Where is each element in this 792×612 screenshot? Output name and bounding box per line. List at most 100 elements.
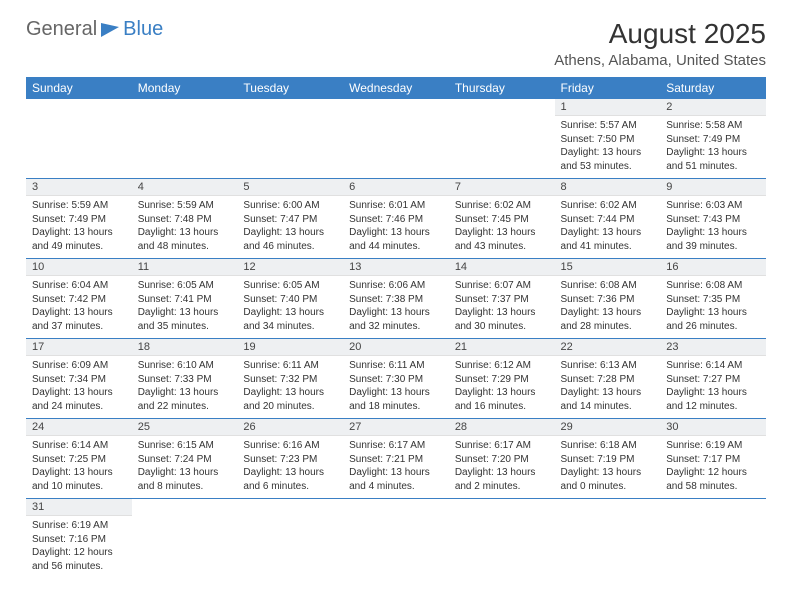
calendar-empty-cell (449, 99, 555, 179)
calendar-day-cell: 8Sunrise: 6:02 AMSunset: 7:44 PMDaylight… (555, 179, 661, 259)
sunrise-line: Sunrise: 5:58 AM (666, 119, 760, 133)
calendar-day-cell: 9Sunrise: 6:03 AMSunset: 7:43 PMDaylight… (660, 179, 766, 259)
calendar-empty-cell (343, 99, 449, 179)
daylight-line: Daylight: 13 hours and 26 minutes. (666, 306, 760, 333)
day-number: 4 (132, 179, 238, 196)
sunrise-line: Sunrise: 6:11 AM (243, 359, 337, 373)
day-info: Sunrise: 6:15 AMSunset: 7:24 PMDaylight:… (132, 436, 238, 498)
sunrise-line: Sunrise: 6:19 AM (32, 519, 126, 533)
sunset-line: Sunset: 7:48 PM (138, 213, 232, 227)
sunrise-line: Sunrise: 6:05 AM (138, 279, 232, 293)
day-info: Sunrise: 6:12 AMSunset: 7:29 PMDaylight:… (449, 356, 555, 418)
calendar-day-cell: 31Sunrise: 6:19 AMSunset: 7:16 PMDayligh… (26, 499, 132, 579)
day-number: 25 (132, 419, 238, 436)
calendar-empty-cell (132, 499, 238, 579)
day-number: 24 (26, 419, 132, 436)
sunset-line: Sunset: 7:34 PM (32, 373, 126, 387)
page-title: August 2025 (554, 18, 766, 50)
daylight-line: Daylight: 12 hours and 58 minutes. (666, 466, 760, 493)
weekday-header: Friday (555, 77, 661, 99)
sunrise-line: Sunrise: 6:12 AM (455, 359, 549, 373)
daylight-line: Daylight: 12 hours and 56 minutes. (32, 546, 126, 573)
daylight-line: Daylight: 13 hours and 43 minutes. (455, 226, 549, 253)
calendar-empty-cell (660, 499, 766, 579)
sunset-line: Sunset: 7:28 PM (561, 373, 655, 387)
sunrise-line: Sunrise: 6:03 AM (666, 199, 760, 213)
day-info: Sunrise: 6:19 AMSunset: 7:17 PMDaylight:… (660, 436, 766, 498)
calendar-day-cell: 23Sunrise: 6:14 AMSunset: 7:27 PMDayligh… (660, 339, 766, 419)
logo-sail-icon (101, 23, 119, 37)
day-info: Sunrise: 6:11 AMSunset: 7:30 PMDaylight:… (343, 356, 449, 418)
day-number: 28 (449, 419, 555, 436)
calendar-day-cell: 10Sunrise: 6:04 AMSunset: 7:42 PMDayligh… (26, 259, 132, 339)
daylight-line: Daylight: 13 hours and 14 minutes. (561, 386, 655, 413)
day-info: Sunrise: 6:08 AMSunset: 7:36 PMDaylight:… (555, 276, 661, 338)
sunset-line: Sunset: 7:46 PM (349, 213, 443, 227)
day-number: 5 (237, 179, 343, 196)
calendar-row: 24Sunrise: 6:14 AMSunset: 7:25 PMDayligh… (26, 419, 766, 499)
sunrise-line: Sunrise: 6:01 AM (349, 199, 443, 213)
sunset-line: Sunset: 7:49 PM (32, 213, 126, 227)
daylight-line: Daylight: 13 hours and 16 minutes. (455, 386, 549, 413)
day-info: Sunrise: 6:02 AMSunset: 7:44 PMDaylight:… (555, 196, 661, 258)
calendar-table: SundayMondayTuesdayWednesdayThursdayFrid… (26, 77, 766, 578)
day-info: Sunrise: 6:09 AMSunset: 7:34 PMDaylight:… (26, 356, 132, 418)
sunset-line: Sunset: 7:42 PM (32, 293, 126, 307)
sunrise-line: Sunrise: 6:09 AM (32, 359, 126, 373)
day-info: Sunrise: 6:08 AMSunset: 7:35 PMDaylight:… (660, 276, 766, 338)
sunrise-line: Sunrise: 6:18 AM (561, 439, 655, 453)
sunrise-line: Sunrise: 6:10 AM (138, 359, 232, 373)
sunset-line: Sunset: 7:24 PM (138, 453, 232, 467)
calendar-day-cell: 18Sunrise: 6:10 AMSunset: 7:33 PMDayligh… (132, 339, 238, 419)
sunset-line: Sunset: 7:43 PM (666, 213, 760, 227)
daylight-line: Daylight: 13 hours and 48 minutes. (138, 226, 232, 253)
sunset-line: Sunset: 7:41 PM (138, 293, 232, 307)
day-number: 15 (555, 259, 661, 276)
daylight-line: Daylight: 13 hours and 8 minutes. (138, 466, 232, 493)
day-number: 31 (26, 499, 132, 516)
header: General Blue August 2025 Athens, Alabama… (26, 18, 766, 69)
calendar-day-cell: 14Sunrise: 6:07 AMSunset: 7:37 PMDayligh… (449, 259, 555, 339)
sunrise-line: Sunrise: 6:08 AM (666, 279, 760, 293)
day-info: Sunrise: 6:01 AMSunset: 7:46 PMDaylight:… (343, 196, 449, 258)
day-number: 29 (555, 419, 661, 436)
calendar-day-cell: 4Sunrise: 5:59 AMSunset: 7:48 PMDaylight… (132, 179, 238, 259)
daylight-line: Daylight: 13 hours and 34 minutes. (243, 306, 337, 333)
calendar-empty-cell (449, 499, 555, 579)
sunset-line: Sunset: 7:19 PM (561, 453, 655, 467)
calendar-day-cell: 16Sunrise: 6:08 AMSunset: 7:35 PMDayligh… (660, 259, 766, 339)
sunset-line: Sunset: 7:33 PM (138, 373, 232, 387)
daylight-line: Daylight: 13 hours and 53 minutes. (561, 146, 655, 173)
daylight-line: Daylight: 13 hours and 37 minutes. (32, 306, 126, 333)
daylight-line: Daylight: 13 hours and 6 minutes. (243, 466, 337, 493)
sunset-line: Sunset: 7:27 PM (666, 373, 760, 387)
calendar-day-cell: 26Sunrise: 6:16 AMSunset: 7:23 PMDayligh… (237, 419, 343, 499)
sunset-line: Sunset: 7:47 PM (243, 213, 337, 227)
day-number: 3 (26, 179, 132, 196)
sunset-line: Sunset: 7:38 PM (349, 293, 443, 307)
sunrise-line: Sunrise: 6:17 AM (349, 439, 443, 453)
calendar-day-cell: 29Sunrise: 6:18 AMSunset: 7:19 PMDayligh… (555, 419, 661, 499)
daylight-line: Daylight: 13 hours and 22 minutes. (138, 386, 232, 413)
day-info: Sunrise: 6:00 AMSunset: 7:47 PMDaylight:… (237, 196, 343, 258)
sunset-line: Sunset: 7:45 PM (455, 213, 549, 227)
calendar-day-cell: 28Sunrise: 6:17 AMSunset: 7:20 PMDayligh… (449, 419, 555, 499)
day-number: 10 (26, 259, 132, 276)
calendar-day-cell: 25Sunrise: 6:15 AMSunset: 7:24 PMDayligh… (132, 419, 238, 499)
calendar-row: 1Sunrise: 5:57 AMSunset: 7:50 PMDaylight… (26, 99, 766, 179)
calendar-day-cell: 15Sunrise: 6:08 AMSunset: 7:36 PMDayligh… (555, 259, 661, 339)
day-number: 8 (555, 179, 661, 196)
calendar-day-cell: 13Sunrise: 6:06 AMSunset: 7:38 PMDayligh… (343, 259, 449, 339)
daylight-line: Daylight: 13 hours and 46 minutes. (243, 226, 337, 253)
sunset-line: Sunset: 7:16 PM (32, 533, 126, 547)
calendar-day-cell: 12Sunrise: 6:05 AMSunset: 7:40 PMDayligh… (237, 259, 343, 339)
daylight-line: Daylight: 13 hours and 32 minutes. (349, 306, 443, 333)
day-info: Sunrise: 6:06 AMSunset: 7:38 PMDaylight:… (343, 276, 449, 338)
sunrise-line: Sunrise: 6:08 AM (561, 279, 655, 293)
day-info: Sunrise: 6:19 AMSunset: 7:16 PMDaylight:… (26, 516, 132, 578)
daylight-line: Daylight: 13 hours and 20 minutes. (243, 386, 337, 413)
day-number: 19 (237, 339, 343, 356)
sunrise-line: Sunrise: 6:17 AM (455, 439, 549, 453)
sunset-line: Sunset: 7:36 PM (561, 293, 655, 307)
sunset-line: Sunset: 7:30 PM (349, 373, 443, 387)
